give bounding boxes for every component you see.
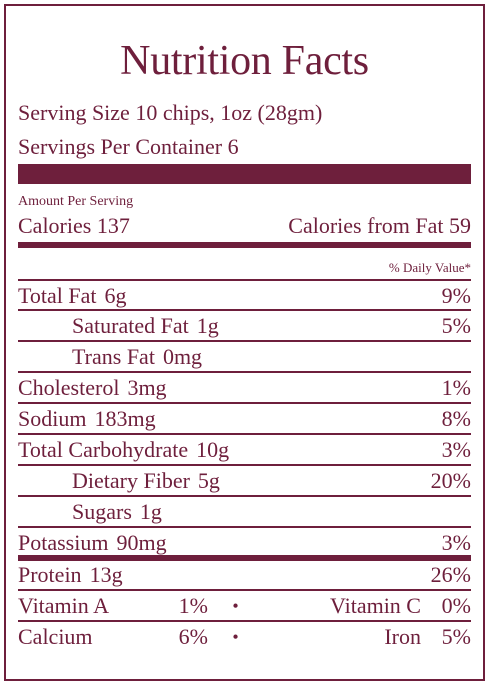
amount-per-serving: Amount Per Serving (18, 194, 134, 209)
nutrient-row-potassium: Potassium 90mg 3% (18, 528, 471, 558)
nutrient-name: Total Fat (18, 283, 97, 308)
medium-divider (18, 555, 471, 561)
nutrient-dv: 20% (430, 468, 471, 493)
nutrient-name: Protein (18, 562, 82, 587)
nutrient-amount: 3mg (127, 375, 167, 400)
divider (18, 620, 471, 622)
nutrient-row-saturated-fat: Saturated Fat 1g 5% (18, 311, 471, 341)
divider (18, 340, 471, 342)
bullet-icon: • (232, 596, 239, 616)
nutrient-dv: 3% (441, 437, 471, 462)
nutrient-name: Saturated Fat (72, 313, 189, 338)
nutrient-row-sodium: Sodium 183mg 8% (18, 404, 471, 434)
nutrient-row-cholesterol: Cholesterol 3mg 1% (18, 373, 471, 403)
nutrient-amount: 90mg (116, 530, 167, 555)
divider (18, 402, 471, 404)
nutrient-row-protein: Protein 13g 26% (18, 560, 471, 590)
nutrient-amount: 0mg (162, 344, 203, 369)
divider (18, 464, 471, 466)
nutrient-name: Potassium (18, 530, 109, 555)
nutrient-name: Total Carbohydrate (18, 437, 189, 462)
nutrient-name: Trans Fat (72, 344, 155, 369)
vitamin-row: Vitamin A 1% • Vitamin C 0% (18, 591, 471, 621)
nutrient-amount: 1g (139, 499, 162, 524)
nutrient-dv: 26% (430, 562, 471, 587)
daily-value-header: % Daily Value* (388, 260, 471, 275)
nutrition-label: Nutrition Facts Serving Size 10 chips, 1… (4, 4, 485, 681)
nutrient-amount: 6g (104, 283, 127, 308)
servings-per-container: Servings Per Container 6 (18, 134, 239, 159)
nutrient-row-total-carbohydrate: Total Carbohydrate 10g 3% (18, 435, 471, 465)
nutrient-name: Cholesterol (18, 375, 120, 400)
nutrient-name: Sodium (18, 406, 87, 431)
vitamin-c-pct: 0% (441, 593, 471, 618)
nutrient-dv: 5% (441, 313, 471, 338)
vitamin-a-name: Vitamin A (18, 593, 109, 618)
calcium-pct: 6% (178, 624, 208, 649)
nutrient-row-trans-fat: Trans Fat 0mg (18, 342, 471, 372)
nutrient-amount: 1g (196, 313, 219, 338)
label-title: Nutrition Facts (120, 38, 369, 84)
divider (18, 589, 471, 591)
nutrient-row-dietary-fiber: Dietary Fiber 5g 20% (18, 466, 471, 496)
divider (18, 433, 471, 435)
calories: Calories 137 (18, 213, 130, 238)
nutrient-dv: 1% (441, 375, 471, 400)
nutrient-amount: 13g (89, 562, 123, 587)
divider (18, 309, 471, 311)
vitamin-a-pct: 1% (178, 593, 208, 618)
vitamin-c-name: Vitamin C (330, 593, 421, 618)
nutrient-dv: 9% (441, 283, 471, 308)
divider (18, 495, 471, 497)
thick-divider (18, 164, 471, 184)
divider (18, 279, 471, 281)
serving-size: Serving Size 10 chips, 1oz (28gm) (18, 100, 323, 125)
medium-divider (18, 242, 471, 248)
nutrient-name: Sugars (72, 499, 132, 524)
nutrient-dv: 3% (441, 530, 471, 555)
divider (18, 371, 471, 373)
bullet-icon: • (232, 627, 239, 647)
divider (18, 526, 471, 528)
nutrient-dv: 8% (441, 406, 471, 431)
nutrient-row-sugars: Sugars 1g (18, 497, 471, 527)
calories-row: Calories 137 Calories from Fat 59 (18, 211, 471, 241)
nutrient-row-total-fat: Total Fat 6g 9% (18, 281, 471, 311)
calcium-name: Calcium (18, 624, 93, 649)
nutrient-amount: 5g (197, 468, 220, 493)
iron-name: Iron (384, 624, 421, 649)
calories-from-fat: Calories from Fat 59 (288, 213, 471, 238)
nutrient-name: Dietary Fiber (72, 468, 190, 493)
mineral-row: Calcium 6% • Iron 5% (18, 622, 471, 652)
nutrient-amount: 183mg (94, 406, 156, 431)
nutrient-amount: 10g (196, 437, 230, 462)
iron-pct: 5% (441, 624, 471, 649)
